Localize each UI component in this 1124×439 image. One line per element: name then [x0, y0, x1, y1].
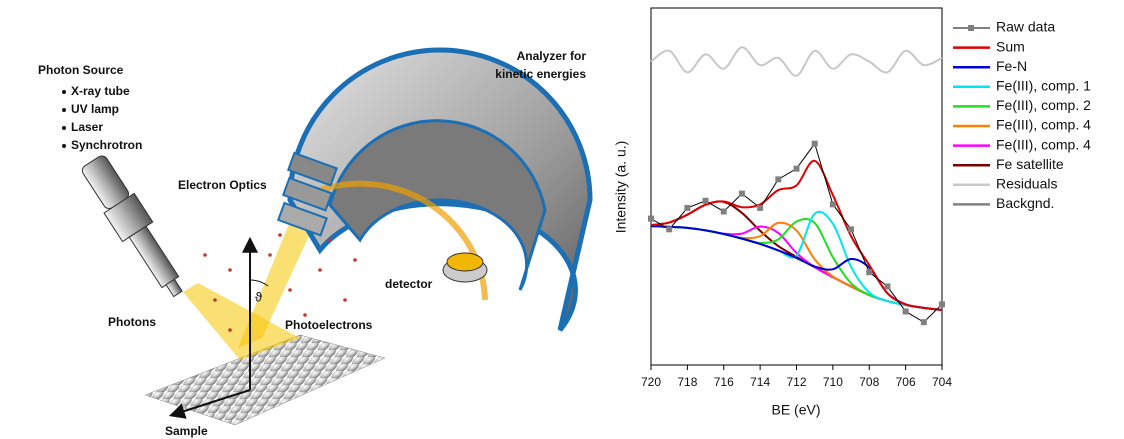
legend-label: Fe-N [996, 58, 1027, 74]
legend-label: Fe(III), comp. 4 [996, 136, 1091, 152]
label: Photoelectrons [285, 318, 373, 332]
legend-label: Backgnd. [996, 195, 1054, 211]
angle-label: ϑ [255, 289, 263, 304]
chart: Intensity (a. u.) BE (eV) 720 718 716 714 71… [613, 7, 1091, 418]
x-tick-label: 714 [750, 375, 770, 389]
source-item: UV lamp [71, 102, 119, 116]
angle-arc [249, 279, 269, 287]
source-item: Laser [71, 120, 103, 134]
bullet [62, 144, 66, 148]
bullet [62, 108, 66, 112]
raw-data-point [848, 226, 855, 233]
legend-label: Fe(III), comp. 1 [996, 78, 1091, 94]
fit-line [650, 225, 943, 312]
raw-data-point [720, 208, 727, 215]
label: kinetic energies [495, 67, 586, 81]
legend-label: Fe satellite [996, 156, 1064, 172]
legend-label: Sum [996, 38, 1025, 54]
label: Photons [108, 315, 156, 329]
source-list: X-ray tube UV lamp Laser Synchrotron [62, 84, 142, 152]
raw-data-point [902, 308, 909, 315]
x-tick-label: 716 [714, 375, 734, 389]
raw-data-point [884, 283, 891, 290]
fit-line [650, 221, 943, 312]
raw-data-point [666, 226, 673, 233]
label: Analyzer for [517, 49, 587, 63]
label: Sample [165, 424, 208, 438]
fit-line [650, 210, 943, 312]
raw-data-point [793, 165, 800, 172]
raw-data-point [866, 269, 873, 276]
label: Photon Source [38, 63, 124, 77]
legend-label: Raw data [996, 19, 1055, 35]
fit-line [650, 225, 943, 312]
electrons [203, 233, 357, 332]
x-tick-label: 704 [932, 375, 952, 389]
x-tick-label: 720 [641, 375, 661, 389]
fit-line [650, 217, 943, 312]
xps-diagram: Photon Source X-ray tube UV lamp Laser Sync… [38, 47, 593, 438]
y-axis-label: Intensity (a. u.) [613, 141, 629, 234]
source-item: X-ray tube [71, 84, 130, 98]
label: Electron Optics [178, 178, 267, 192]
x-tick-label: 712 [786, 375, 806, 389]
bullet [62, 126, 66, 130]
legend-label: Residuals [996, 176, 1057, 192]
raw-data-point [702, 197, 709, 204]
legend-label: Fe(III), comp. 4 [996, 117, 1091, 133]
raw-data-point [757, 204, 764, 211]
x-tick-label: 710 [823, 375, 843, 389]
x-axis-label: BE (eV) [771, 402, 820, 418]
raw-data-point [738, 190, 745, 197]
legend-label: Fe(III), comp. 2 [996, 97, 1091, 113]
raw-data-point [939, 301, 945, 308]
source-item: Synchrotron [71, 138, 142, 152]
raw-data-point [920, 319, 927, 326]
label: detector [385, 277, 433, 291]
in-plane-axis [168, 389, 251, 419]
fit-line [650, 46, 943, 77]
raw-data-point [775, 176, 782, 183]
photon-beam [183, 283, 300, 360]
fit-line [650, 159, 943, 312]
legend-marker [968, 25, 974, 31]
raw-data-point [648, 215, 654, 222]
detector-face [446, 252, 484, 272]
x-tick-label: 708 [859, 375, 879, 389]
electron-optics [276, 151, 338, 237]
raw-data-point [684, 204, 691, 211]
x-tick-label: 706 [896, 375, 916, 389]
x-ray-tube [81, 155, 183, 298]
bullet [62, 90, 66, 94]
raw-data-point [811, 140, 818, 147]
fit-line [650, 225, 943, 312]
x-tick-label: 718 [677, 375, 697, 389]
raw-data-point [829, 201, 836, 208]
